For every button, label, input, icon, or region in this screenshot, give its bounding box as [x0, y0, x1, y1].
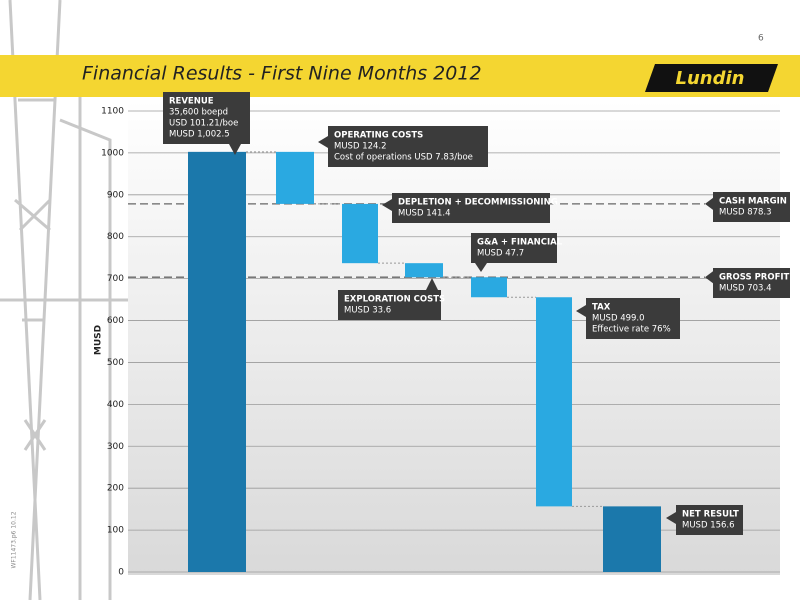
- logo-box: [645, 64, 778, 92]
- callout-box: [471, 233, 557, 263]
- callout-text: MUSD 47.7: [477, 249, 524, 259]
- callout-text: MUSD 703.4: [719, 284, 772, 294]
- y-tick-label: 1100: [101, 107, 124, 117]
- callout-pointer: [475, 263, 487, 272]
- y-tick-label: 100: [107, 526, 124, 536]
- callout-box: [163, 92, 250, 144]
- y-tick-label: 800: [107, 232, 124, 242]
- callout-pointer: [666, 512, 676, 524]
- page-number: 6: [758, 34, 764, 44]
- callout-pointer: [576, 305, 586, 317]
- callout-text: MUSD 124.2: [334, 142, 387, 152]
- callout-text: G&A + FINANCIAL: [477, 238, 563, 248]
- callout-text: MUSD 141.4: [398, 209, 451, 219]
- callout-box: [713, 268, 790, 298]
- y-tick-label: 700: [107, 274, 124, 284]
- callout-text: EXPLORATION COSTS: [344, 295, 445, 305]
- side-note: WF11473.p6 10.12: [11, 511, 18, 568]
- callout-text: MUSD 33.6: [344, 306, 391, 316]
- y-tick-label: 300: [107, 442, 124, 452]
- bar: [405, 263, 443, 278]
- callout-text: MUSD 499.0: [592, 314, 645, 324]
- y-axis-label: MUSD: [94, 325, 104, 355]
- callout-pointer: [318, 136, 328, 148]
- bar: [188, 151, 246, 572]
- callout-box: [328, 126, 488, 167]
- callout-box: [392, 193, 550, 223]
- y-tick-label: 900: [107, 190, 124, 200]
- callout-text: CASH MARGIN: [719, 197, 787, 207]
- y-tick-label: 400: [107, 400, 124, 410]
- callout-pointer: [705, 271, 713, 284]
- callout-box: [713, 192, 790, 222]
- callout-text: MUSD 878.3: [719, 208, 772, 218]
- callout-text: MUSD 1,002.5: [169, 130, 230, 140]
- y-tick-label: 500: [107, 358, 124, 368]
- y-tick-label: 0: [118, 568, 124, 578]
- callout-text: 35,600 boepd: [169, 108, 228, 118]
- callout-box: [338, 290, 441, 320]
- logo: Lundin: [676, 68, 745, 89]
- callout-text: TAX: [592, 303, 611, 313]
- callout-text: GROSS PROFIT: [719, 273, 790, 283]
- callout-text: USD 101.21/boe: [169, 119, 238, 129]
- chart-title: Financial Results - First Nine Months 20…: [82, 63, 482, 85]
- callout-text: OPERATING COSTS: [334, 131, 423, 141]
- callout-text: DEPLETION + DECOMMISSIONING: [398, 198, 558, 208]
- bar: [536, 297, 572, 507]
- callout-pointer: [229, 144, 241, 155]
- callout-box: [676, 505, 743, 535]
- bar: [342, 203, 378, 264]
- callout-text: Cost of operations USD 7.83/boe: [334, 153, 473, 163]
- bar: [276, 151, 314, 204]
- callout-box: [586, 298, 680, 339]
- y-tick-label: 1000: [101, 148, 124, 158]
- bar: [603, 506, 661, 572]
- callout-text: Effective rate 76%: [592, 325, 671, 335]
- y-tick-label: 600: [107, 316, 124, 326]
- derrick-graphic: [0, 0, 130, 600]
- y-tick-label: 200: [107, 484, 124, 494]
- callout-text: MUSD 156.6: [682, 521, 735, 531]
- callout-text: NET RESULT: [682, 510, 739, 520]
- callout-text: REVENUE: [169, 97, 214, 107]
- callout-pointer: [426, 278, 438, 290]
- callout-pointer: [382, 199, 392, 211]
- bar: [471, 277, 507, 298]
- callout-pointer: [705, 197, 713, 210]
